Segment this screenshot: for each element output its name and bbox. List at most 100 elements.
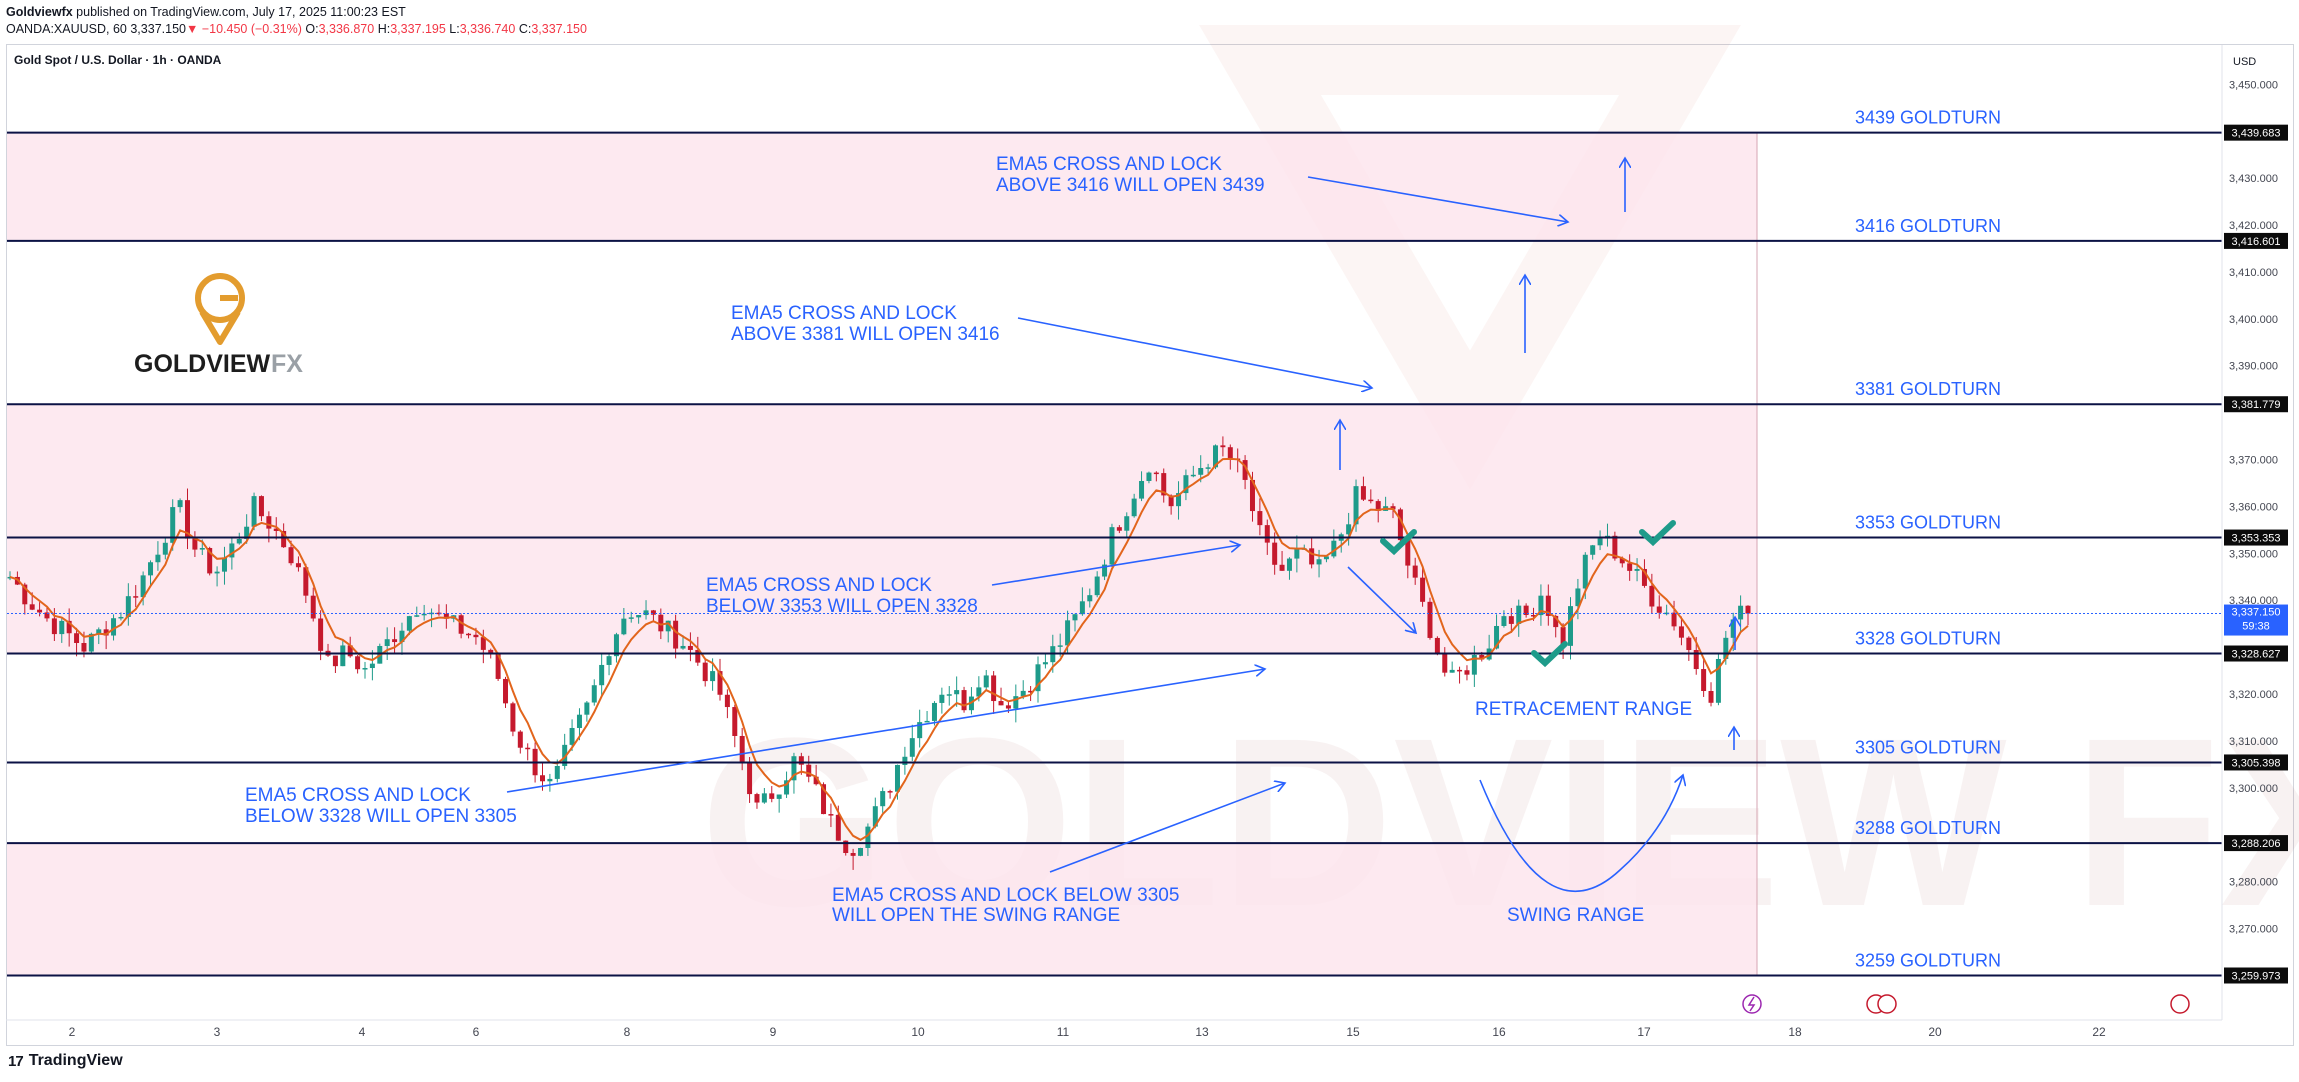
candle-body [613,634,619,657]
y-tick-2: 3,420.000 [2229,220,2278,232]
x-tick-6: 10 [911,1025,925,1039]
candle-body [1649,585,1655,607]
candle-body [229,543,235,558]
us-flag-icon[interactable] [1877,994,1897,1014]
low-value: 3,336.740 [459,22,516,36]
x-tick-10: 16 [1492,1025,1506,1039]
tradingview-logo-icon: 17 [8,1052,24,1070]
symbol-label[interactable]: OANDA:XAUUSD, 60 [6,22,127,36]
candle-body [724,694,730,708]
candle-body [347,645,353,657]
candle-body [776,794,782,799]
candle-body [813,776,819,785]
candle-body [1028,690,1034,693]
x-tick-11: 17 [1637,1025,1651,1039]
tradingview-footer[interactable]: 17 TradingView [8,1052,123,1070]
level-label-0: 3439 GOLDTURN [1855,108,2001,128]
candle-body [332,655,338,667]
arrow-to-3381 [1017,317,1372,388]
ema5-line [9,457,1749,841]
candle-body [495,653,501,679]
check-icon [1531,641,1568,668]
chart-frame[interactable] [6,44,2294,1046]
event-icons[interactable] [1742,994,2190,1014]
candle-body [687,645,693,650]
x-tick-0: 2 [69,1025,76,1039]
candle-body [1102,564,1108,577]
instrument-title: Gold Spot / U.S. Dollar · 1h · OANDA [14,53,222,67]
us-flag-icon[interactable] [2170,994,2190,1014]
swing-range-label: SWING RANGE [1507,905,1644,926]
candle-body [1264,525,1270,543]
candle-body [1020,690,1026,697]
candle-body [155,554,161,563]
candle-body [258,496,264,517]
open-label: O: [305,22,319,36]
candle-body [946,694,952,696]
candle-body [1612,535,1618,559]
candle-body [406,616,412,631]
candle-body [628,617,634,619]
x-tick-3: 6 [473,1025,480,1039]
candle-body [872,806,878,827]
candle-body [466,633,472,636]
candle-body [1198,467,1204,475]
candle-body [1464,670,1470,675]
candle-body [1190,474,1196,477]
author-name[interactable]: Goldviewfx [6,5,73,19]
candle-body [1745,605,1751,614]
zone-3 [7,843,1757,976]
candle-body [1545,595,1551,616]
candle-body [1279,564,1285,571]
annotation-3416-line1: EMA5 CROSS AND LOCK [731,303,957,324]
arrow-to-3416 [1307,176,1568,222]
candle-body [170,507,176,543]
countdown-text: 59:38 [2242,621,2270,633]
candle-body [244,526,250,539]
y-tick-6: 3,370.000 [2229,454,2278,466]
candle-body [1656,606,1662,613]
level-tag-bg-1 [2224,232,2288,249]
x-tick-14: 22 [2092,1025,2106,1039]
candle-body [1227,447,1233,459]
candle-body [1575,588,1581,607]
candle-body [621,618,627,635]
candle-body [1168,495,1174,507]
candle-body [998,701,1004,706]
x-tick-12: 18 [1788,1025,1802,1039]
candle-body [266,516,272,529]
candle-body [695,649,701,663]
check-icon [1639,520,1676,547]
candle-body [1124,516,1130,531]
y-tick-0: 3,450.000 [2229,79,2278,91]
candle-body [384,639,390,646]
goldview-logo: GOLDVIEW FX [134,273,303,378]
candle-body [887,791,893,793]
candle-body [51,618,57,635]
candle-body [1294,549,1300,559]
candle-body [273,528,279,531]
arrow-to-3328 [506,669,1265,793]
candle-body [1516,605,1522,624]
footer-brand: TradingView [28,1052,123,1069]
candle-body [1360,486,1366,500]
candle-body [1501,616,1507,626]
candle-body [517,731,523,748]
candle-body [902,756,908,765]
candle-body [37,609,43,613]
candle-body [835,814,841,841]
candle-body [362,668,368,670]
lightning-icon[interactable] [1742,994,1762,1014]
level-tag-bg-4 [2224,645,2288,662]
level-label-5: 3305 GOLDTURN [1855,737,2001,757]
candle-body [1597,538,1603,546]
candle-body [1641,568,1647,586]
level-tag-bg-3 [2224,529,2288,546]
candle-body [177,500,183,508]
candle-body [1686,637,1692,650]
candle-body [1094,576,1100,596]
candle-body [576,714,582,728]
level-tag-2: 3,381.779 [2232,399,2281,411]
candle-body [199,548,205,550]
